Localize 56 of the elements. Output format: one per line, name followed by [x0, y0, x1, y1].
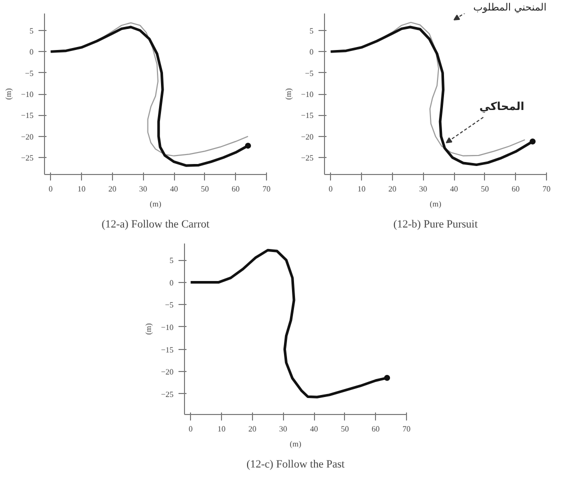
x-tick-label: 20 [248, 424, 256, 434]
y-tick-label: −25 [160, 390, 174, 399]
x-tick-label: 0 [328, 184, 333, 194]
x-tick-label: 70 [402, 424, 410, 434]
x-tick-label: 10 [78, 184, 86, 194]
y-tick-label: −25 [20, 154, 34, 163]
y-axis-title: (m) [4, 88, 13, 100]
x-tick-label: 20 [388, 184, 396, 194]
y-tick-label: 0 [310, 48, 314, 57]
y-tick-label: −5 [24, 68, 34, 78]
y-axis-title: (m) [284, 88, 293, 100]
x-tick-label: 60 [512, 184, 520, 194]
x-tick-label: 10 [218, 424, 226, 434]
y-tick-label: −10 [20, 90, 34, 99]
y-tick-label: −10 [300, 90, 314, 99]
text: (12-b) Pure Pursuit [393, 218, 478, 230]
x-tick-label: 50 [340, 424, 349, 434]
y-tick-label: −15 [300, 111, 314, 120]
x-axis-title: (m) [430, 200, 442, 208]
y-tick-label: −20 [20, 132, 34, 142]
x-tick-label: 60 [372, 424, 380, 434]
x-tick-label: 30 [419, 184, 428, 194]
y-tick-label: 5 [170, 256, 174, 266]
x-tick-label: 40 [450, 184, 458, 194]
y-tick-label: 0 [30, 48, 34, 57]
y-tick-label: 5 [30, 26, 34, 36]
y-axis-title: (m) [144, 322, 153, 335]
text: (12-c) Follow the Past [246, 458, 345, 470]
y-tick-label: −20 [160, 368, 174, 377]
y-tick-label: 5 [310, 26, 314, 36]
y-tick-label: −15 [20, 111, 34, 120]
x-tick-label: 70 [542, 184, 550, 194]
y-tick-label: −15 [160, 345, 174, 354]
x-tick-label: 50 [480, 184, 489, 194]
y-tick-label: 0 [170, 278, 174, 288]
x-tick-label: 60 [232, 184, 240, 194]
x-tick-label: 0 [48, 184, 53, 194]
x-tick-label: 50 [200, 184, 209, 194]
x-tick-label: 40 [310, 424, 318, 434]
y-tick-label: −25 [300, 154, 314, 163]
x-tick-label: 30 [139, 184, 148, 194]
x-tick-label: 30 [279, 424, 288, 434]
y-tick-label: −10 [160, 322, 174, 332]
x-tick-label: 20 [108, 184, 116, 194]
annotation: المحاكي [479, 100, 524, 114]
x-axis-title: (m) [150, 200, 162, 208]
x-axis-title: (m) [290, 440, 302, 448]
x-tick-label: 10 [358, 184, 366, 194]
y-tick-label: −5 [164, 300, 174, 310]
x-tick-label: 0 [188, 424, 193, 434]
x-tick-label: 40 [170, 184, 178, 194]
annotation: المنحني المطلوب [473, 2, 546, 14]
text: (12-a) Follow the Carrot [102, 218, 210, 230]
x-tick-label: 70 [262, 184, 270, 194]
y-tick-label: −5 [304, 68, 314, 78]
y-tick-label: −20 [300, 132, 314, 142]
